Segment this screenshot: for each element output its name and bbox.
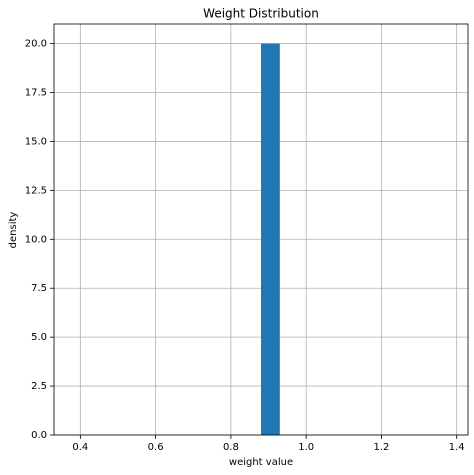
x-tick-label: 0.8 [223,442,239,453]
y-tick-label: 17.5 [25,88,47,99]
y-tick-label: 20.0 [25,39,47,50]
y-tick-label: 15.0 [25,136,47,147]
chart-title: Weight Distribution [203,7,319,21]
x-tick-label: 1.2 [373,442,389,453]
y-tick-label: 12.5 [25,185,47,196]
x-tick-label: 1.0 [298,442,314,453]
x-tick-label: 0.6 [148,442,164,453]
y-tick-label: 5.0 [31,332,47,343]
bar [261,43,280,435]
y-tick-label: 7.5 [31,283,47,294]
y-tick-label: 2.5 [31,381,47,392]
plot-frame [53,23,469,436]
x-tick-label: 1.4 [449,442,465,453]
y-axis-label: density [8,212,19,249]
x-axis-label: weight value [229,457,293,468]
y-tick-label: 10.0 [25,234,47,245]
x-tick-label: 0.4 [72,442,88,453]
y-tick-label: 0.0 [31,430,47,441]
